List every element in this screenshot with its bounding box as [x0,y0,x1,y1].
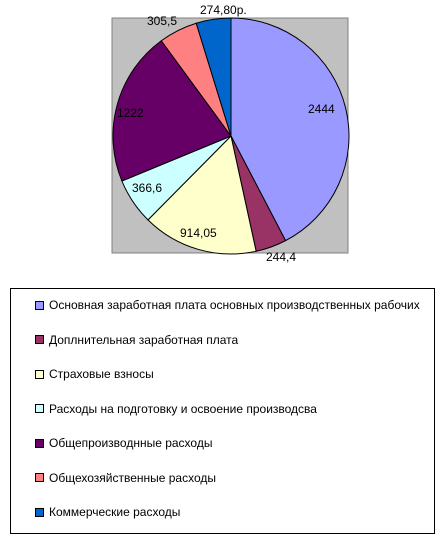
legend-label: Основная заработная плата основных произ… [49,298,420,312]
legend-label: Коммерческие расходы [49,505,181,519]
legend: Основная заработная плата основных произ… [10,288,435,534]
legend-label: Страховые взносы [49,367,154,381]
data-label-1: 2444 [308,102,335,116]
legend-item-3: Страховые взносы [35,366,154,382]
pie-chart: 2444 244,4 914,05 366,6 1222 305,5 274,80р. [111,3,350,264]
pie-slice-3 [147,134,257,255]
legend-label: Расходы на подготовку и освоение произво… [49,401,317,416]
pie-slice-5 [112,40,232,182]
legend-item-5: Общепроизводнные расходы [35,435,212,451]
legend-swatch [35,438,44,448]
legend-item-2: Доплнительная заработная плата [35,332,238,348]
legend-swatch [35,404,44,413]
pie-slice-7 [195,17,232,137]
legend-swatch [35,335,44,344]
data-label-7: 274,80р. [200,3,247,17]
data-label-2: 244,4 [266,250,296,264]
data-label-3: 914,05 [180,226,217,240]
legend-item-4: Расходы на подготовку и освоение произво… [35,401,317,417]
legend-swatch [35,473,44,482]
legend-label: Общехозяйственные расходы [49,470,217,485]
legend-item-6: Общехозяйственные расходы [35,470,216,486]
data-label-4: 366,6 [132,181,162,195]
legend-label: Общепроизводнные расходы [49,436,213,450]
legend-swatch [35,507,44,517]
legend-label: Доплнительная заработная плата [49,332,239,347]
data-labels: 2444 244,4 914,05 366,6 1222 305,5 274,80р. [117,3,335,264]
pie-slice-1 [230,17,350,242]
legend-item-7: Коммерческие расходы [35,504,180,520]
data-label-6: 305,5 [147,14,177,28]
legend-item-1: Основная заработная плата основных произ… [35,297,420,313]
data-label-5: 1222 [117,106,144,120]
legend-swatch [35,369,44,379]
pie-slices [112,17,350,255]
legend-swatch [35,300,44,310]
